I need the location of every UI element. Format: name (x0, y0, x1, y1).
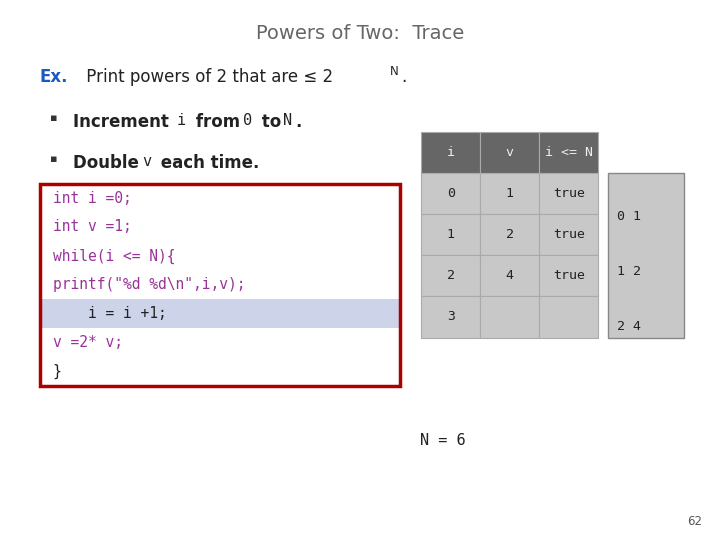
Bar (421, 255, 480, 296)
Text: 1: 1 (505, 187, 514, 200)
Text: N = 6: N = 6 (420, 433, 466, 448)
Text: N: N (283, 113, 292, 129)
Text: 1 2: 1 2 (617, 265, 641, 278)
Text: 0: 0 (243, 113, 253, 129)
Text: .: . (295, 113, 302, 131)
Text: true: true (553, 228, 585, 241)
Text: 2: 2 (446, 269, 455, 282)
Text: v: v (142, 154, 151, 169)
Text: from: from (190, 113, 246, 131)
Bar (539, 296, 598, 338)
Text: Print powers of 2 that are ≤ 2: Print powers of 2 that are ≤ 2 (81, 68, 333, 85)
Bar (480, 255, 539, 296)
Bar (480, 296, 539, 338)
Text: printf("%d %d\n",i,v);: printf("%d %d\n",i,v); (53, 278, 245, 292)
Bar (539, 132, 598, 173)
Text: Ex.: Ex. (40, 68, 68, 85)
Text: int v =1;: int v =1; (53, 219, 131, 234)
Text: 2: 2 (505, 228, 514, 241)
Text: 0 1: 0 1 (617, 210, 641, 223)
Text: N: N (390, 65, 399, 78)
Text: 1: 1 (446, 228, 455, 241)
Text: Powers of Two:  Trace: Powers of Two: Trace (256, 24, 464, 43)
Bar (421, 214, 480, 255)
Bar (40, 184, 400, 386)
Text: ▪: ▪ (50, 154, 58, 164)
Bar (40, 184, 400, 386)
Text: Double: Double (73, 154, 145, 172)
Text: int i =0;: int i =0; (53, 191, 131, 206)
Bar (480, 132, 539, 173)
Bar (539, 173, 598, 214)
Text: 3: 3 (446, 310, 455, 323)
Text: i: i (176, 113, 186, 129)
Text: 62: 62 (687, 515, 702, 528)
Text: while(i <= N){: while(i <= N){ (53, 248, 175, 264)
Text: Increment: Increment (73, 113, 175, 131)
Text: 4: 4 (505, 269, 514, 282)
Text: ▪: ▪ (50, 113, 58, 124)
Text: to: to (256, 113, 287, 131)
Text: 2 4: 2 4 (617, 320, 641, 333)
Text: .: . (401, 68, 406, 85)
Text: 0: 0 (446, 187, 455, 200)
Bar (539, 214, 598, 255)
Text: i: i (446, 146, 455, 159)
Bar (421, 132, 480, 173)
Text: i = i +1;: i = i +1; (53, 306, 166, 321)
Text: true: true (553, 269, 585, 282)
Text: v =2* v;: v =2* v; (53, 335, 122, 350)
Bar (480, 214, 539, 255)
Text: each time.: each time. (155, 154, 259, 172)
Bar (40, 299, 400, 328)
Bar (539, 255, 598, 296)
Bar (480, 173, 539, 214)
Bar (421, 296, 480, 338)
Bar (421, 173, 480, 214)
Bar (608, 173, 684, 338)
Text: true: true (553, 187, 585, 200)
Text: v: v (505, 146, 514, 159)
Text: }: } (53, 364, 61, 379)
Text: i <= N: i <= N (545, 146, 593, 159)
